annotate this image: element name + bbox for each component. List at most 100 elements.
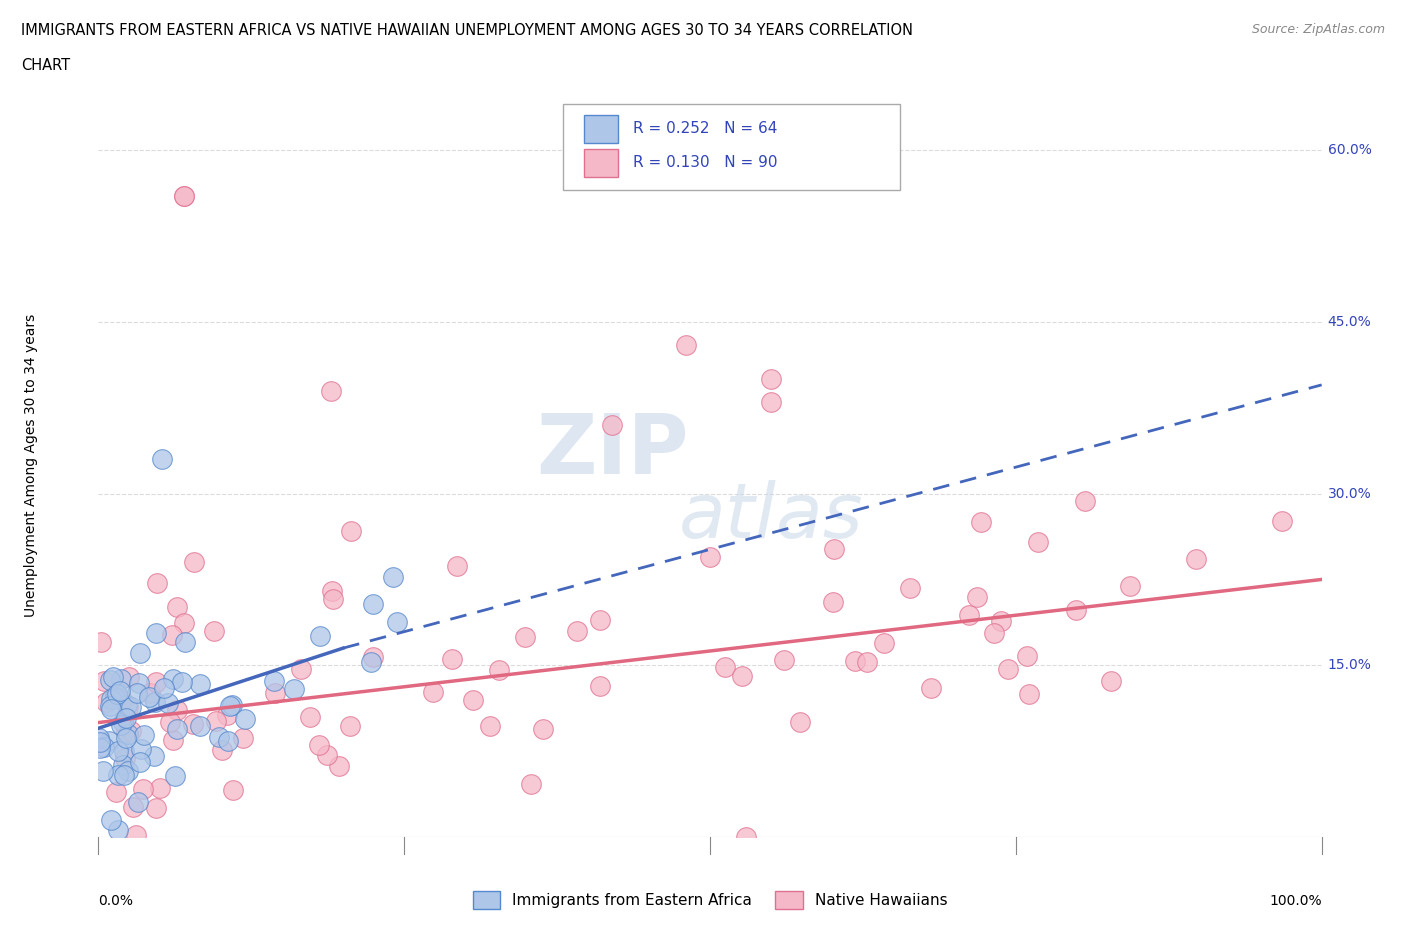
Point: [699, 549, 721, 564]
Point: [110, 671, 132, 686]
Point: [146, 576, 169, 591]
Point: [114, 751, 136, 765]
Point: [94, 695, 117, 710]
Point: [132, 728, 155, 743]
Point: [761, 394, 783, 409]
Point: [714, 659, 737, 674]
FancyBboxPatch shape: [564, 104, 900, 190]
Point: [143, 749, 166, 764]
Point: [166, 702, 188, 717]
Point: [339, 524, 361, 538]
Point: [87, 731, 110, 746]
Point: [127, 794, 149, 809]
Point: [1271, 513, 1294, 528]
Point: [222, 783, 245, 798]
Text: atlas: atlas: [679, 480, 863, 554]
Point: [218, 699, 240, 714]
Point: [111, 693, 134, 708]
Point: [166, 600, 188, 615]
Point: [91, 764, 114, 778]
Point: [1066, 603, 1088, 618]
Point: [263, 685, 285, 700]
Point: [170, 674, 193, 689]
Point: [129, 754, 152, 769]
Point: [873, 635, 896, 650]
Point: [93, 739, 115, 754]
Point: [385, 615, 408, 630]
Text: Source: ZipAtlas.com: Source: ZipAtlas.com: [1251, 23, 1385, 36]
Point: [173, 616, 195, 631]
Point: [101, 670, 124, 684]
Point: [162, 733, 184, 748]
Point: [990, 613, 1012, 628]
Point: [515, 630, 537, 644]
Point: [107, 744, 129, 759]
Point: [844, 654, 866, 669]
Point: [162, 672, 184, 687]
Point: [1119, 578, 1142, 593]
Point: [488, 662, 510, 677]
Point: [105, 784, 128, 799]
Point: [149, 780, 172, 795]
Point: [308, 629, 330, 644]
Text: IMMIGRANTS FROM EASTERN AFRICA VS NATIVE HAWAIIAN UNEMPLOYMENT AMONG AGES 30 TO : IMMIGRANTS FROM EASTERN AFRICA VS NATIVE…: [21, 23, 912, 38]
Point: [217, 733, 239, 748]
Text: R = 0.130   N = 90: R = 0.130 N = 90: [633, 155, 778, 170]
Text: 60.0%: 60.0%: [1327, 143, 1372, 157]
Point: [1099, 673, 1122, 688]
Point: [173, 189, 195, 204]
Point: [120, 724, 142, 739]
Point: [1073, 494, 1095, 509]
Point: [120, 700, 142, 715]
Point: [789, 714, 811, 729]
Point: [128, 645, 150, 660]
Bar: [583, 114, 619, 143]
Point: [589, 678, 612, 693]
Point: [138, 689, 160, 704]
Point: [100, 701, 122, 716]
Point: [263, 674, 285, 689]
Point: [112, 743, 135, 758]
Point: [761, 372, 783, 387]
Point: [957, 607, 980, 622]
Point: [232, 731, 254, 746]
Point: [202, 624, 225, 639]
Point: [107, 822, 129, 837]
Point: [115, 730, 138, 745]
Point: [108, 684, 131, 698]
Point: [565, 624, 588, 639]
Point: [163, 768, 186, 783]
Point: [315, 748, 337, 763]
Point: [233, 712, 256, 727]
Point: [322, 592, 344, 607]
Point: [183, 554, 205, 569]
Bar: [583, 149, 619, 177]
Point: [1026, 535, 1049, 550]
Point: [111, 758, 134, 773]
Point: [190, 719, 212, 734]
Point: [152, 680, 174, 695]
Text: 30.0%: 30.0%: [1327, 486, 1371, 500]
Point: [215, 708, 238, 723]
Point: [98, 672, 121, 687]
Point: [339, 718, 361, 733]
Point: [446, 559, 468, 574]
Point: [461, 693, 484, 708]
Point: [174, 635, 197, 650]
Point: [128, 675, 150, 690]
Text: 0.0%: 0.0%: [98, 895, 134, 909]
Point: [115, 711, 138, 725]
Point: [100, 813, 122, 828]
Point: [589, 613, 612, 628]
Legend: Immigrants from Eastern Africa, Native Hawaiians: Immigrants from Eastern Africa, Native H…: [467, 885, 953, 915]
Point: [181, 717, 204, 732]
Point: [211, 743, 233, 758]
Point: [208, 730, 231, 745]
Point: [89, 735, 111, 750]
Point: [166, 722, 188, 737]
Point: [290, 661, 312, 676]
Point: [97, 734, 120, 749]
Point: [321, 584, 343, 599]
Point: [478, 719, 501, 734]
Point: [731, 669, 754, 684]
